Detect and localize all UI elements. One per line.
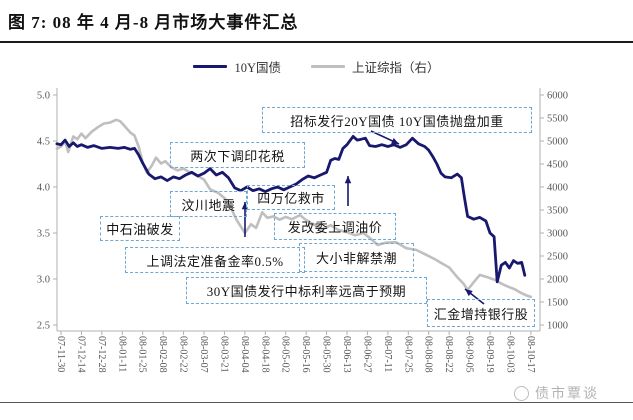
x-axis-label: 08-01-11 bbox=[116, 336, 127, 372]
legend-label-index: 上证综指（右） bbox=[352, 61, 440, 75]
x-axis-label: 08-01-25 bbox=[137, 336, 148, 373]
legend-item-bond: 10Y国债 bbox=[193, 57, 281, 76]
x-axis-label: 08-07-11 bbox=[382, 336, 393, 372]
annotation-box: 大小非解禁潮 bbox=[299, 243, 414, 272]
annotation-box: 汇金增持银行股 bbox=[427, 299, 535, 327]
title-underline bbox=[0, 41, 633, 43]
left-axis-label: 4.5 bbox=[37, 137, 50, 148]
x-axis-label: 08-09-19 bbox=[484, 336, 495, 373]
left-axis-label: 5.0 bbox=[37, 91, 50, 102]
right-axis-label: 6000 bbox=[547, 91, 568, 102]
right-axis-label: 5500 bbox=[547, 114, 568, 125]
chart-title: 图 7: 08 年 4 月-8 月市场大事件汇总 bbox=[8, 13, 299, 32]
annotation-box: 上调法定准备金率0.5% bbox=[125, 247, 305, 273]
x-axis-label: 08-03-21 bbox=[218, 336, 229, 373]
x-axis-label: 08-10-17 bbox=[525, 336, 536, 373]
chart-legend: 10Y国债 上证综指（右） bbox=[0, 57, 633, 76]
bottom-rule bbox=[0, 402, 633, 403]
annotation-box: 30Y国债发行中标利率远高于预期 bbox=[186, 277, 427, 304]
x-axis-label: 08-06-13 bbox=[341, 336, 352, 373]
watermark-logo-icon bbox=[514, 385, 529, 401]
x-axis-label: 08-02-08 bbox=[157, 336, 168, 373]
x-axis-label: 08-05-30 bbox=[321, 336, 332, 373]
x-axis-label: 08-05-02 bbox=[280, 336, 291, 373]
right-axis-label: 1500 bbox=[547, 298, 568, 309]
right-axis-label: 4500 bbox=[547, 160, 568, 171]
annotation-box: 发改委上调油价 bbox=[274, 213, 396, 240]
x-axis-label: 08-07-25 bbox=[402, 336, 413, 373]
annotation-box: 两次下调印花税 bbox=[170, 142, 305, 168]
x-axis-label: 08-02-22 bbox=[178, 336, 189, 373]
legend-label-bond: 10Y国债 bbox=[234, 61, 281, 75]
annotation-arrowhead bbox=[391, 137, 399, 144]
bond-line-swatch bbox=[193, 65, 228, 68]
x-axis-label: 08-05-16 bbox=[300, 336, 311, 373]
x-axis-label: 08-08-22 bbox=[443, 336, 454, 373]
annotation-box: 汶川地震 bbox=[170, 191, 247, 217]
right-axis-label: 5000 bbox=[547, 137, 568, 148]
x-axis-label: 07-12-28 bbox=[96, 336, 107, 373]
right-axis-label: 2000 bbox=[547, 275, 568, 286]
left-axis-label: 2.5 bbox=[37, 321, 50, 332]
right-axis-label: 3000 bbox=[547, 229, 568, 240]
annotation-box: 招标发行20Y国债 10Y国债抛盘加重 bbox=[262, 107, 532, 133]
shanghai-index-line bbox=[55, 118, 533, 299]
watermark-text: 债市覃谈 bbox=[535, 387, 599, 402]
x-axis-label: 07-12-14 bbox=[75, 336, 86, 373]
watermark: 债市覃谈 bbox=[514, 383, 599, 403]
annotation-box: 四万亿救市 bbox=[247, 185, 335, 210]
annotation-arrowhead bbox=[465, 289, 473, 297]
x-axis-label: 08-04-18 bbox=[259, 336, 270, 373]
legend-item-index: 上证综指（右） bbox=[311, 57, 440, 76]
right-axis-label: 3500 bbox=[547, 206, 568, 217]
x-axis-label: 08-08-08 bbox=[423, 336, 434, 373]
x-axis-label: 08-09-05 bbox=[464, 336, 475, 373]
annotation-box: 中石油破发 bbox=[100, 216, 180, 241]
right-axis-label: 4000 bbox=[547, 183, 568, 194]
index-line-swatch bbox=[311, 65, 345, 68]
x-axis-label: 08-04-04 bbox=[239, 336, 250, 373]
left-axis-label: 3.0 bbox=[37, 275, 50, 286]
right-axis-label: 1000 bbox=[547, 321, 568, 332]
annotation-arrowhead bbox=[344, 176, 352, 184]
x-axis-label: 07-11-30 bbox=[55, 336, 66, 372]
bond-yield-line bbox=[55, 134, 527, 284]
x-axis-label: 08-06-27 bbox=[361, 336, 372, 373]
right-axis-label: 2500 bbox=[547, 252, 568, 263]
left-axis-label: 3.5 bbox=[37, 229, 50, 240]
left-axis-label: 4.0 bbox=[37, 183, 50, 194]
x-axis-label: 08-03-07 bbox=[198, 336, 209, 373]
x-axis-label: 08-10-03 bbox=[504, 336, 515, 373]
